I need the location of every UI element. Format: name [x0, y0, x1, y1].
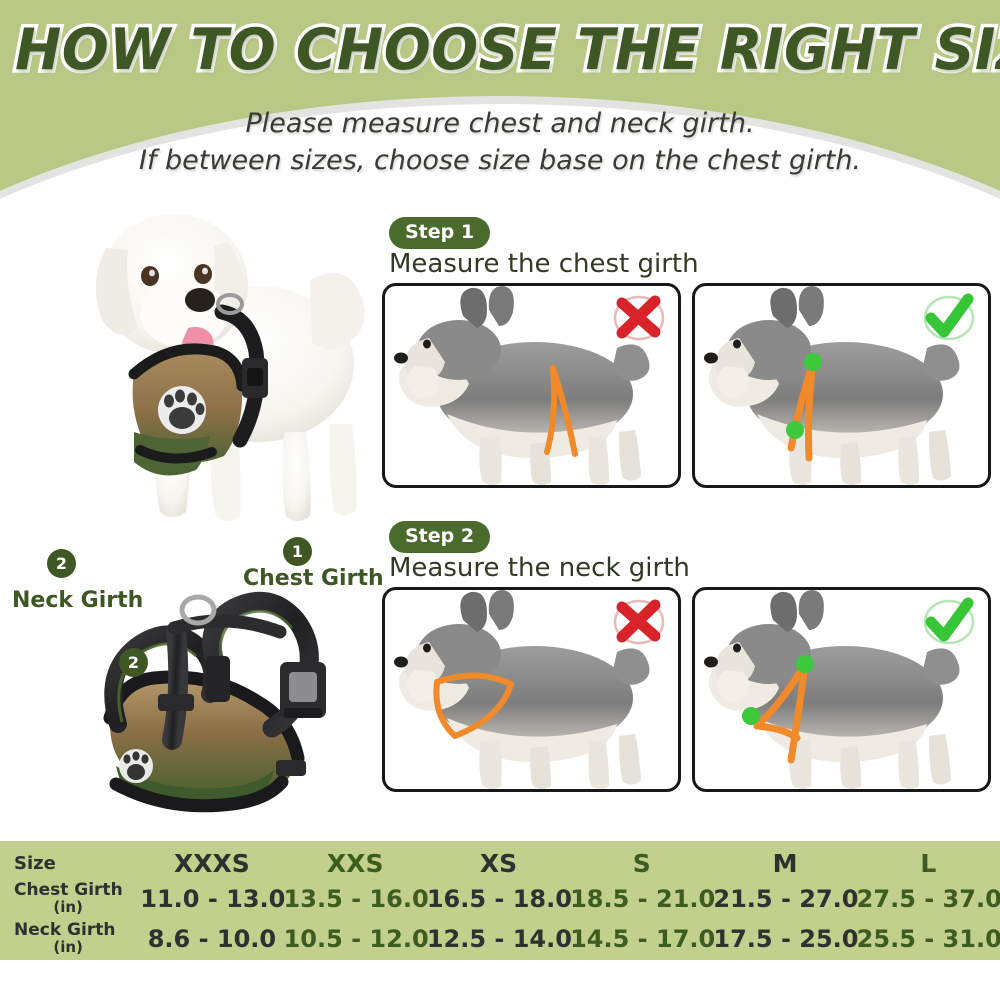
table-header-xs: XS: [479, 848, 518, 878]
step-1-pill: Step 1: [389, 217, 491, 249]
row-label-chest-girth-text: Chest Girth: [14, 880, 123, 901]
cell-chest-s: 18.5 - 21.0: [570, 885, 716, 913]
cell-neck-m: 17.5 - 25.0: [713, 925, 859, 953]
harness-product-photo: [58, 548, 388, 836]
header-banner: [0, 0, 1000, 200]
cell-chest-xs: 16.5 - 18.0: [426, 885, 572, 913]
callout-badge-neck-inline: 2: [119, 648, 148, 677]
callout-badge-chest: 1: [283, 537, 312, 566]
callout-label-neck: Neck Girth: [12, 588, 144, 613]
table-header-xxxs: XXXS: [173, 848, 250, 878]
table-header-size: Size: [14, 852, 56, 874]
row-unit-chest-girth: (in): [53, 898, 83, 917]
step-1-heading: Measure the chest girth: [389, 249, 699, 279]
size-chart-table: Size XXXS XXS XS S M L Chest Girth (in) …: [0, 841, 1000, 960]
row-label-neck-girth-text: Neck Girth: [14, 920, 116, 941]
row-unit-neck-girth: (in): [53, 938, 83, 957]
dog-wearing-harness-photo: [62, 188, 384, 524]
subtitle-line-1: Please measure chest and neck girth.: [245, 108, 755, 139]
row-label-chest-girth: Chest Girth (in): [0, 879, 140, 919]
table-header-m: M: [772, 848, 798, 878]
table-header-l: L: [920, 848, 937, 878]
red-x-icon: [613, 599, 665, 645]
table-row-chest-girth: Chest Girth (in) 11.0 - 13.0 13.5 - 16.0…: [0, 879, 1000, 919]
cell-neck-xs: 12.5 - 14.0: [426, 925, 572, 953]
cell-neck-s: 14.5 - 17.0: [570, 925, 716, 953]
step-2-incorrect-panel: [382, 587, 681, 792]
red-x-icon: [613, 295, 665, 341]
table-header-s: S: [632, 848, 651, 878]
row-label-neck-girth: Neck Girth (in): [0, 919, 140, 959]
cell-chest-xxs: 13.5 - 16.0: [283, 885, 429, 913]
cell-chest-xxxs: 11.0 - 13.0: [140, 885, 286, 913]
step-2-correct-panel: [692, 587, 991, 792]
green-check-icon: [923, 597, 975, 645]
subtitle-line-2: If between sizes, choose size base on th…: [138, 145, 862, 176]
measure-point-top: [796, 655, 814, 673]
step-2-heading: Measure the neck girth: [389, 553, 690, 583]
step-1-correct-panel: [692, 283, 991, 488]
page-title: HOW TO CHOOSE THE RIGHT SIZE: [12, 14, 1000, 87]
cell-neck-xxs: 10.5 - 12.0: [283, 925, 429, 953]
step-2-pill: Step 2: [389, 521, 491, 553]
cell-chest-l: 27.5 - 37.0: [856, 885, 1000, 913]
table-row-neck-girth: Neck Girth (in) 8.6 - 10.0 10.5 - 12.0 1…: [0, 919, 1000, 959]
cell-neck-l: 25.5 - 31.0: [856, 925, 1000, 953]
green-check-icon: [923, 293, 975, 341]
step-1-incorrect-panel: [382, 283, 681, 488]
measure-point-top: [804, 353, 822, 371]
cell-neck-xxxs: 8.6 - 10.0: [147, 925, 277, 953]
table-header-row: Size XXXS XXS XS S M L: [0, 841, 1000, 879]
table-header-xxs: XXS: [326, 848, 384, 878]
cell-chest-m: 21.5 - 27.0: [713, 885, 859, 913]
measure-point-bottom: [742, 707, 760, 725]
callout-badge-neck: 2: [47, 549, 76, 578]
callout-label-chest: Chest Girth: [243, 566, 384, 591]
measure-point-bottom: [786, 421, 804, 439]
